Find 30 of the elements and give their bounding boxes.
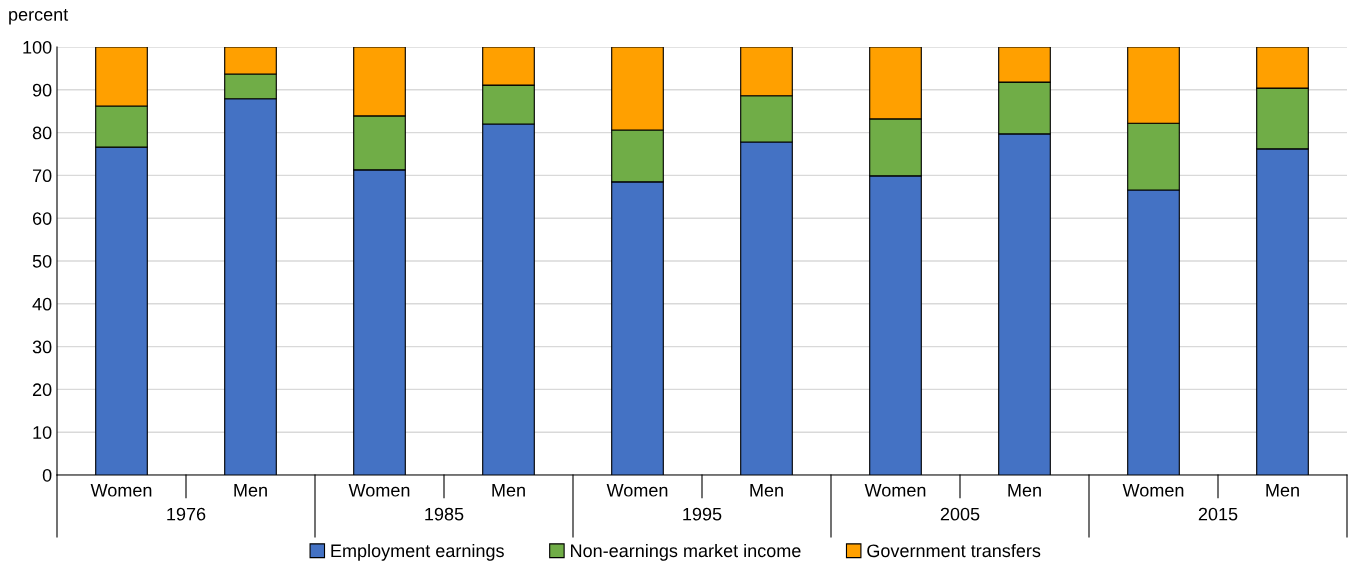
x-tick-label: Women [1122, 484, 1184, 497]
x-tick-label: Men [1266, 484, 1299, 497]
x-tick-label: Men [234, 484, 267, 497]
y-tick-label: 100 [23, 40, 52, 54]
x-tick-label: Women [90, 484, 152, 497]
text: 1976 [167, 507, 206, 521]
x-tick-label: Women [864, 484, 926, 497]
y-tick-label: 30 [32, 340, 52, 354]
text: 2005 [940, 507, 980, 521]
text: 2015 [1198, 507, 1238, 521]
legend-label: Government transfers [867, 543, 1041, 558]
y-tick-label: 40 [32, 297, 52, 311]
legend-label: Employment earnings [331, 543, 504, 561]
y-axis-title: percent [9, 9, 69, 25]
y-tick-label: 50 [32, 254, 52, 268]
legend-label: Non-earnings market income [571, 543, 801, 561]
x-tick-label: Men [492, 484, 525, 497]
y-tick-label: 70 [32, 169, 52, 183]
y-tick-label: 80 [32, 126, 52, 140]
x-tick-label: Men [1008, 484, 1041, 497]
y-tick-label: 60 [32, 212, 52, 225]
y-tick-label: 20 [32, 383, 52, 397]
y-tick-label: 10 [33, 426, 52, 439]
text: 1995 [683, 507, 722, 521]
text: 1985 [425, 507, 464, 521]
y-tick-label: 0 [42, 468, 52, 482]
y-tick-label: 90 [32, 83, 52, 97]
x-tick-label: Men [750, 484, 783, 497]
x-tick-label: Women [348, 484, 410, 497]
x-tick-label: Women [606, 484, 668, 497]
